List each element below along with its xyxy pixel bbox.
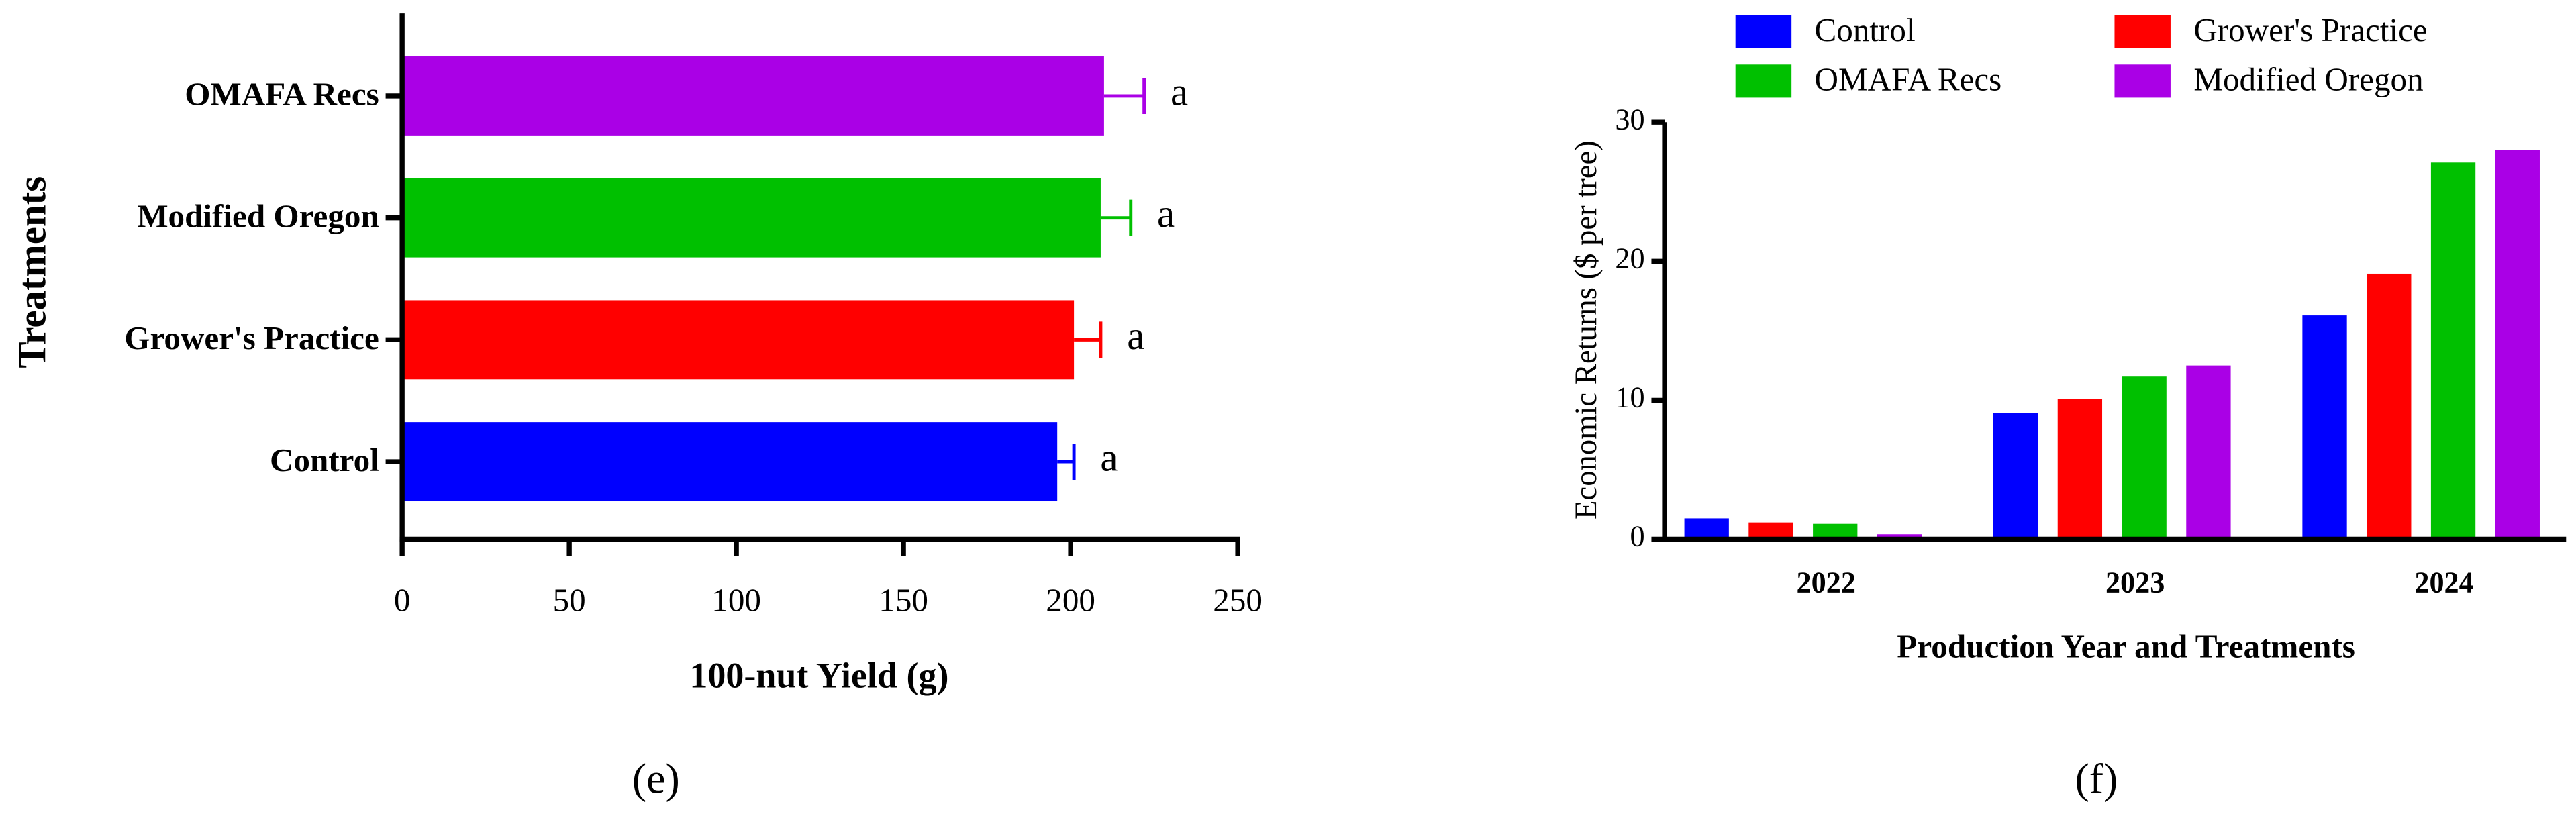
y-tick-label: OMAFA Recs (185, 76, 379, 113)
legend-swatch (2114, 15, 2171, 48)
x-tick-label: 150 (879, 582, 928, 619)
x-tick-label: 2022 (1797, 566, 1856, 599)
y-axis-label: Economic Returns ($ per tree) (1569, 140, 1603, 519)
y-tick-label: 30 (1615, 103, 1644, 136)
x-tick-label: 250 (1213, 582, 1262, 619)
bar (402, 422, 1058, 502)
x-tick-label: 50 (553, 582, 586, 619)
bar (1748, 522, 1793, 540)
x-tick-label: 100 (711, 582, 761, 619)
bar (1684, 518, 1729, 540)
bar (2122, 376, 2167, 540)
bar (2430, 162, 2476, 540)
x-tick-label: 200 (1046, 582, 1095, 619)
y-axis-label: Treatments (10, 176, 54, 368)
y-tick-label: Grower's Practice (124, 319, 379, 356)
bar (402, 178, 1101, 258)
y-tick-label: Control (270, 442, 379, 478)
x-tick-label: 0 (394, 582, 411, 619)
legend-swatch (1735, 64, 1792, 98)
bar (1813, 523, 1858, 540)
legend-label: Modified Oregon (2193, 61, 2423, 98)
x-tick-label: 2023 (2106, 566, 2165, 599)
y-tick-label: Modified Oregon (137, 197, 379, 234)
legend-swatch (2114, 64, 2171, 98)
bar (402, 56, 1104, 136)
x-tick-label: 2024 (2414, 566, 2473, 599)
y-tick-label: 10 (1615, 381, 1644, 414)
caption: (f) (2075, 755, 2118, 803)
caption: (e) (632, 755, 680, 803)
x-axis-label: 100-nut Yield (g) (689, 656, 948, 696)
legend-label: Grower's Practice (2193, 11, 2427, 48)
bar (2057, 399, 2103, 540)
bar (2186, 365, 2231, 540)
y-tick-label: 0 (1630, 520, 1645, 553)
bar (2302, 315, 2347, 540)
legend-label: OMAFA Recs (1815, 61, 2002, 98)
significance-letter: a (1127, 313, 1144, 358)
significance-letter: a (1157, 191, 1175, 236)
significance-letter: a (1100, 436, 1118, 480)
x-axis-label: Production Year and Treatments (1897, 627, 2355, 664)
bar (2367, 273, 2412, 540)
bar (2495, 150, 2540, 540)
bar (1993, 413, 2038, 540)
legend-label: Control (1815, 11, 1916, 48)
bar (402, 300, 1075, 380)
y-tick-label: 20 (1615, 242, 1644, 274)
significance-letter: a (1171, 69, 1188, 113)
legend-swatch (1735, 15, 1792, 48)
